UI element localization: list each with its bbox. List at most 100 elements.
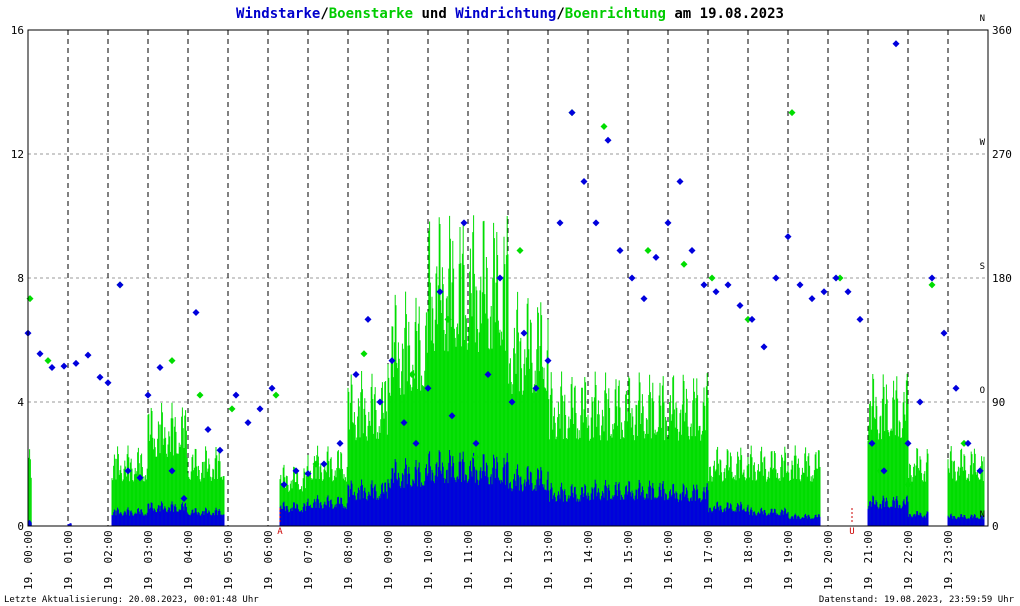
wind-direction-point: [364, 315, 372, 323]
compass-label: O: [980, 386, 985, 396]
wind-direction-point: [832, 274, 840, 282]
x-tick-label: 19. 09:00: [382, 530, 395, 590]
gust-direction-point: [904, 481, 912, 489]
title-windrichtung: Windrichtung: [455, 6, 556, 22]
wind-direction-point: [484, 370, 492, 378]
wind-direction-point: [268, 384, 276, 392]
x-tick-label: 19. 22:00: [902, 530, 915, 590]
gust-direction-point: [788, 109, 796, 117]
y-left-tick-label: 4: [17, 396, 24, 409]
wind-direction-point: [244, 419, 252, 427]
marker-label: A: [277, 527, 283, 537]
wind-direction-point: [676, 178, 684, 186]
gust-direction-point: [516, 246, 524, 254]
gust-direction-point: [444, 315, 452, 323]
wind-direction-point: [216, 446, 224, 454]
x-tick-label: 19. 00:00: [22, 530, 35, 590]
wind-direction-point: [36, 350, 44, 358]
x-tick-label: 19. 14:00: [582, 530, 595, 590]
wind-direction-point: [784, 233, 792, 241]
y-right-tick-label: 90: [992, 396, 1005, 409]
x-tick-label: 19. 05:00: [222, 530, 235, 590]
y-right-tick-label: 270: [992, 148, 1012, 161]
wind-direction-point: [336, 439, 344, 447]
wind-direction-point: [460, 219, 468, 227]
wind-direction-point: [84, 351, 92, 359]
gust-direction-point: [360, 350, 368, 358]
x-tick-label: 19. 19:00: [782, 530, 795, 590]
title-boenrichtung: Boenrichtung: [565, 6, 666, 22]
wind-direction-point: [640, 295, 648, 303]
title-date: am 19.08.2023: [666, 6, 784, 22]
x-tick-label: 19. 03:00: [142, 530, 155, 590]
wind-direction-point: [124, 467, 132, 475]
wind-direction-point: [724, 281, 732, 289]
wind-direction-point: [292, 467, 300, 475]
x-tick-label: 19. 13:00: [542, 530, 555, 590]
y-left-tick-label: 12: [11, 148, 24, 161]
footer-last-update: Letzte Aktualisierung: 20.08.2023, 00:01…: [4, 595, 259, 605]
plot-frame: [27, 29, 989, 527]
gust-direction-point: [836, 274, 844, 282]
gust-direction-point: [744, 315, 752, 323]
wind-direction-point: [48, 364, 56, 372]
gust-direction-point: [960, 439, 968, 447]
wind-direction-point: [616, 246, 624, 254]
wind-direction-point: [532, 384, 540, 392]
wind-direction-point: [748, 315, 756, 323]
wind-direction-point: [104, 379, 112, 387]
gust-direction-point: [44, 357, 52, 365]
gust-direction-point: [644, 246, 652, 254]
x-tick-label: 19. 04:00: [182, 530, 195, 590]
wind-direction-point: [60, 362, 68, 370]
y-right-tick-label: 0: [992, 520, 999, 533]
x-tick-label: 19. 15:00: [622, 530, 635, 590]
gust-direction-point: [228, 405, 236, 413]
title-sep2: /: [556, 6, 564, 22]
wind-direction-point: [700, 281, 708, 289]
wind-direction-point: [880, 467, 888, 475]
x-tick-label: 19. 17:00: [702, 530, 715, 590]
wind-direction-point: [136, 474, 144, 482]
wind-direction-point: [856, 315, 864, 323]
wind-direction-point: [192, 308, 200, 316]
title-boenstarke: Boenstarke: [329, 6, 413, 22]
wind-direction-point: [556, 219, 564, 227]
wind-direction-point: [204, 426, 212, 434]
wind-direction-point: [376, 398, 384, 406]
wind-direction-point: [424, 384, 432, 392]
wind-direction-point: [964, 439, 972, 447]
gust-direction-point: [312, 460, 320, 468]
wind-direction-point: [448, 412, 456, 420]
wind-direction-point: [96, 373, 104, 381]
gust-direction-point: [876, 467, 884, 475]
wind-direction-point: [736, 302, 744, 310]
wind-direction-point: [116, 281, 124, 289]
gust-direction-point: [272, 391, 280, 399]
gust-direction-point: [680, 260, 688, 268]
marker-label: U: [849, 527, 854, 537]
x-tick-label: 19. 01:00: [62, 530, 75, 590]
x-tick-label: 19. 18:00: [742, 530, 755, 590]
wind-direction-point: [604, 136, 612, 144]
gust-direction-point: [168, 357, 176, 365]
wind-direction-point: [232, 391, 240, 399]
x-tick-label: 19. 12:00: [502, 530, 515, 590]
x-tick-label: 19. 07:00: [302, 530, 315, 590]
wind-direction-point: [796, 281, 804, 289]
x-tick-label: 19. 02:00: [102, 530, 115, 590]
wind-direction-point: [904, 439, 912, 447]
gust-direction-point: [472, 453, 480, 461]
wind-direction-point: [400, 419, 408, 427]
y-right-tick-label: 180: [992, 272, 1012, 285]
gust-direction-point: [600, 122, 608, 130]
wind-direction-point: [280, 481, 288, 489]
x-tick-label: 19. 06:00: [262, 530, 275, 590]
footer-data-state: Datenstand: 19.08.2023, 23:59:59 Uhr: [818, 595, 1014, 605]
wind-direction-point: [940, 329, 948, 337]
wind-direction-point: [156, 364, 164, 372]
wind-direction-point: [868, 439, 876, 447]
y-left-tick-label: 16: [11, 24, 24, 37]
gust-direction-point: [928, 281, 936, 289]
